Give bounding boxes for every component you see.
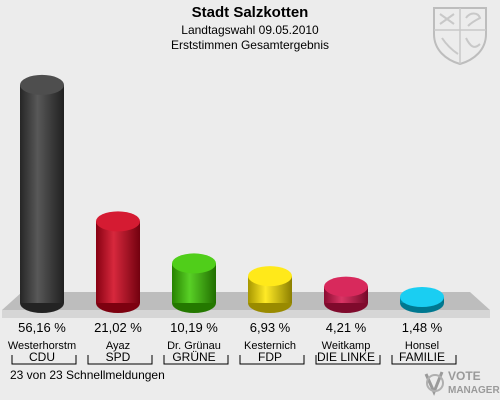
bar-body — [20, 84, 64, 303]
value-label: 6,93 % — [250, 320, 291, 335]
party-bracket — [11, 355, 77, 365]
svg-text:VOTE: VOTE — [448, 369, 481, 383]
bar-cdu — [20, 74, 64, 313]
chart-floor-edge — [2, 310, 490, 318]
party-label: GRÜNE — [172, 350, 215, 364]
report-status: 23 von 23 Schnellmeldungen — [10, 368, 165, 382]
svg-text:MANAGER: MANAGER — [448, 385, 500, 396]
candidate-label: Westerhorstm — [8, 340, 76, 352]
bar-top — [248, 266, 292, 287]
chart-subtitle-2: Erststimmen Gesamtergebnis — [170, 38, 330, 52]
bar-grüne — [172, 253, 216, 313]
party-label: SPD — [106, 350, 131, 364]
value-label: 1,48 % — [402, 320, 443, 335]
bar-top — [400, 287, 444, 307]
candidate-label: Kesternich — [244, 340, 296, 352]
chart-subtitle: Landtagswahl 09.05.2010 — [181, 23, 319, 37]
bar-spd — [96, 211, 140, 313]
candidate-label: Honsel — [405, 340, 439, 352]
bar-top — [172, 253, 216, 274]
bar-body — [96, 221, 140, 303]
party-bracket — [239, 355, 305, 365]
candidate-label: Ayaz — [106, 340, 130, 352]
candidate-label: Dr. Grünau — [167, 340, 221, 352]
value-label: 56,16 % — [18, 320, 66, 335]
party-label: DIE LINKE — [317, 350, 375, 364]
party-bracket — [163, 355, 229, 365]
party-label: CDU — [29, 350, 55, 364]
party-bracket — [315, 355, 381, 365]
value-label: 21,02 % — [94, 320, 142, 335]
bar-fdp — [248, 266, 292, 313]
party-bracket — [87, 355, 153, 365]
vote-manager-logo: VOTE MANAGER — [424, 369, 500, 396]
bar-top — [96, 211, 140, 232]
coat-of-arms-icon — [433, 7, 487, 66]
bar-familie — [400, 287, 444, 313]
party-label: FAMILIE — [399, 350, 445, 364]
bar-top — [20, 74, 64, 95]
bar-die-linke — [324, 276, 368, 313]
candidate-label: Weitkamp — [322, 340, 371, 352]
chart-title: Stadt Salzkotten — [191, 4, 309, 21]
party-bracket — [391, 355, 457, 365]
value-label: 10,19 % — [170, 320, 218, 335]
value-label: 4,21 % — [326, 320, 367, 335]
party-label: FDP — [258, 350, 282, 364]
bar-top — [324, 276, 368, 297]
